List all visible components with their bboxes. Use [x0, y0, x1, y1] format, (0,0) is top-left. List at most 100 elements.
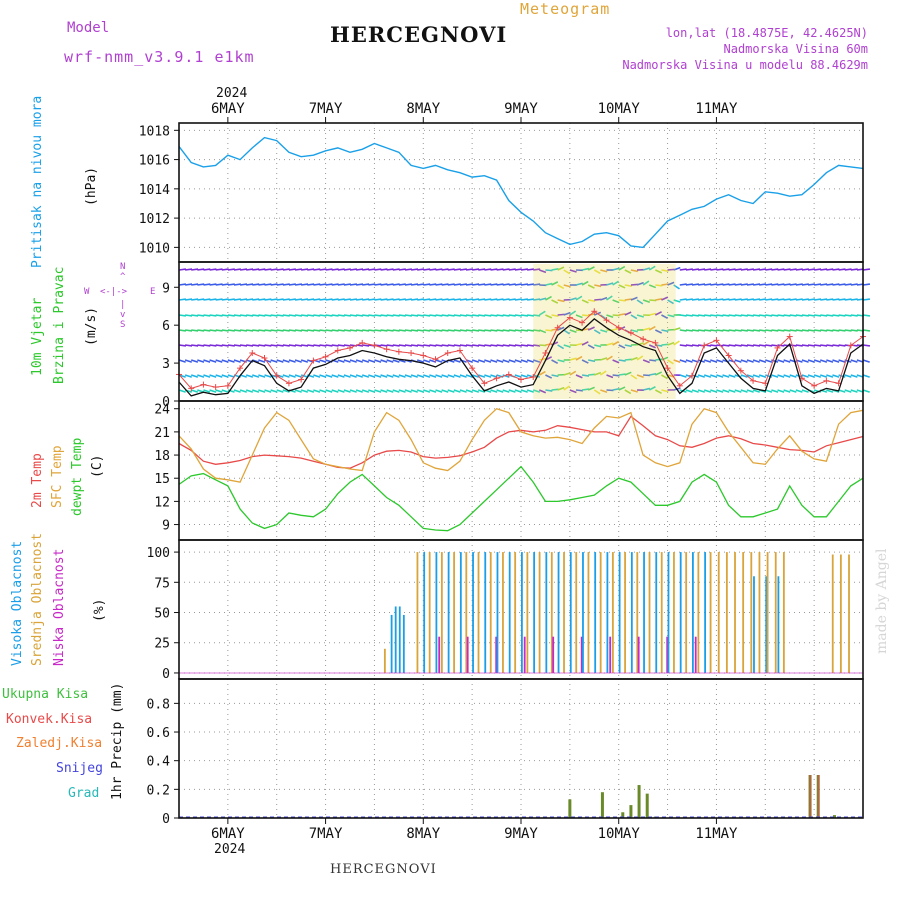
wind-barb: [313, 329, 321, 332]
mid-cloud-bar: [477, 552, 480, 673]
wind-barb: [765, 359, 773, 363]
high-cloud-bar: [679, 552, 682, 673]
wind-barb: [667, 341, 675, 346]
wind-barb: [661, 356, 669, 361]
high-cloud-bar: [606, 552, 609, 673]
wind-barb: [215, 344, 223, 347]
wind-barb: [722, 268, 730, 271]
wind-barb: [862, 283, 871, 286]
wind-barb: [654, 311, 662, 316]
wind-barb: [771, 314, 779, 317]
wind-barb: [765, 283, 773, 286]
pressure-tick-label: 1010: [139, 241, 170, 256]
mid-cloud-bar: [624, 552, 626, 673]
wind-barb: [258, 389, 266, 393]
wind-barb: [337, 283, 345, 286]
wind-barb: [276, 344, 284, 347]
wind-barb: [447, 329, 455, 332]
wind-barb: [313, 389, 321, 393]
wind-barb: [368, 283, 376, 286]
wind-barb: [765, 329, 773, 332]
wind-barb: [679, 268, 687, 271]
wind-barb: [288, 374, 296, 378]
wind-barb: [337, 389, 345, 393]
wind-barb: [655, 371, 663, 376]
wind-barb: [502, 314, 510, 317]
wind-barb: [264, 283, 272, 286]
low-cloud-bar: [694, 636, 697, 673]
wind-barb: [673, 284, 680, 290]
wind-barb: [832, 268, 840, 271]
product-title: Meteogram: [520, 0, 611, 18]
wind-barb: [239, 389, 247, 393]
wind-barb: [307, 344, 315, 347]
wind-barb: [520, 268, 529, 271]
wind-barb: [270, 389, 278, 393]
wind-barb: [496, 298, 504, 301]
wind-barb: [557, 326, 565, 331]
wind-barb: [526, 359, 535, 363]
wind-barb: [783, 329, 791, 332]
wind-barb: [600, 329, 608, 333]
wind-barb: [526, 329, 535, 332]
wind-barb: [716, 314, 724, 317]
wind-barb: [435, 359, 443, 363]
wind-barb: [246, 344, 254, 347]
wind-barb: [545, 389, 553, 392]
wind-barb: [435, 314, 443, 317]
wind-barb: [380, 374, 388, 378]
wind-barb: [618, 284, 626, 289]
pressure-tick-label: 1014: [139, 183, 170, 198]
wind-barb: [581, 267, 590, 271]
wind-barb: [337, 329, 345, 332]
wind-barb: [410, 298, 419, 301]
wind-barb: [648, 284, 657, 289]
wind-barb: [728, 344, 736, 347]
wind-barb: [221, 374, 229, 378]
wind-barb: [453, 344, 461, 347]
wind-barb: [478, 344, 486, 347]
wind-barb: [563, 385, 570, 391]
wind-barb: [380, 314, 388, 317]
wind-barb: [704, 283, 712, 286]
wind-barb: [502, 359, 510, 363]
high-cloud-bar: [545, 552, 548, 673]
mid-cloud-bar: [611, 552, 614, 673]
wind-barb: [820, 374, 828, 378]
wind-barb: [697, 329, 706, 332]
wind-barb: [636, 299, 644, 305]
wind-barb: [661, 374, 668, 380]
wind-barb: [752, 314, 761, 317]
compass-e: E: [150, 287, 156, 297]
wind-barb: [624, 311, 632, 316]
wind-barb: [471, 359, 480, 363]
wind-barb: [734, 329, 742, 332]
wind-barb: [374, 374, 382, 378]
wind-barb: [233, 283, 242, 286]
wind-barb: [496, 268, 504, 271]
wind-barb: [502, 374, 510, 378]
wind-barb: [502, 389, 510, 393]
wind-barb: [386, 298, 394, 301]
wind-barb: [850, 283, 858, 286]
wind-barb: [624, 371, 632, 376]
wind-barb: [264, 374, 272, 378]
wind-barb: [441, 389, 449, 393]
wind-barb: [496, 314, 504, 317]
wind-barb: [209, 389, 217, 393]
wind-barb: [697, 389, 706, 393]
wind-barb: [685, 344, 693, 347]
wind-barb: [581, 280, 589, 286]
wind-barb: [551, 299, 559, 304]
wind-barb: [563, 329, 571, 335]
pressure-label: Pritisak na nivou mora: [30, 95, 45, 268]
wind-barb: [642, 267, 651, 271]
wind-barb: [276, 268, 284, 271]
wind-barb: [325, 298, 333, 301]
wind-barb: [594, 298, 602, 301]
wind-barb: [307, 268, 315, 271]
wind-barb: [795, 329, 803, 332]
wind-barb: [191, 268, 199, 271]
wind-barb: [325, 374, 333, 378]
wind-barb: [233, 314, 242, 317]
